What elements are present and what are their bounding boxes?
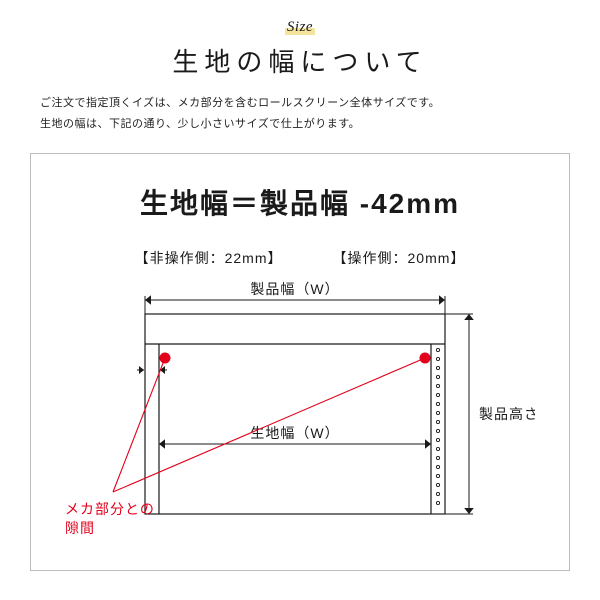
description: ご注文で指定頂くイズは、メカ部分を含むロールスクリーン全体サイズです。 生地の幅… <box>40 93 560 135</box>
formula-text: 生地幅＝製品幅 -42mm <box>53 182 547 222</box>
header-block: Size 生地の幅について <box>0 0 600 79</box>
desc-line-1: ご注文で指定頂くイズは、メカ部分を含むロールスクリーン全体サイズです。 <box>40 97 440 109</box>
gap-label-left: 【非操作側：22mm】 <box>135 248 283 268</box>
svg-text:製品高さ（H）: 製品高さ（H） <box>479 406 535 422</box>
diagram-wrap: 製品幅（W）生地幅（W）製品高さ（H） メカ部分との隙間 <box>65 274 535 554</box>
eyebrow-label: Size <box>285 19 315 36</box>
gap-callout: メカ部分との隙間 <box>65 500 155 538</box>
desc-line-2: 生地の幅は、下記の通り、少し小さいサイズで仕上がります。 <box>40 118 360 130</box>
gap-label-right: 【操作側：20mm】 <box>333 248 466 268</box>
page-title: 生地の幅について <box>0 42 600 79</box>
diagram-panel: 生地幅＝製品幅 -42mm 【非操作側：22mm】 【操作側：20mm】 製品幅… <box>30 153 570 571</box>
svg-text:製品幅（W）: 製品幅（W） <box>250 281 339 297</box>
gap-labels-row: 【非操作側：22mm】 【操作側：20mm】 <box>53 248 547 268</box>
